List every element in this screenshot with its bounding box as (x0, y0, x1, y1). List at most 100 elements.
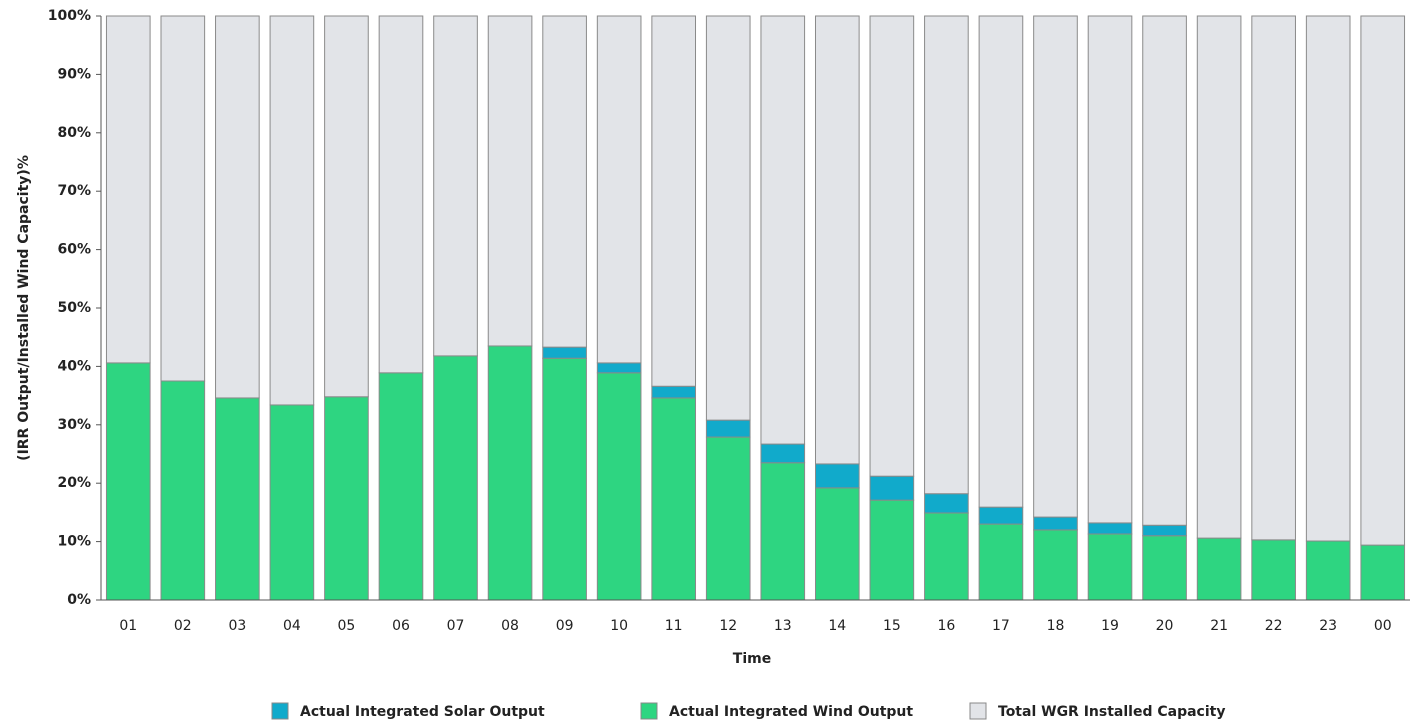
x-tick-label: 06 (392, 618, 410, 634)
bar-segment (542, 346, 587, 359)
bar-segment (1033, 516, 1078, 531)
y-tick-label: 10% (57, 534, 91, 550)
y-tick-label: 100% (48, 8, 91, 24)
bar-segment (814, 487, 860, 601)
x-tick-label: 21 (1210, 618, 1228, 634)
y-tick-label: 90% (57, 66, 91, 82)
bar-segment (651, 397, 697, 601)
x-tick-label: 15 (883, 618, 901, 634)
bar-segment (1142, 15, 1187, 526)
x-tick-label: 17 (992, 618, 1010, 634)
bar-segment (324, 15, 369, 398)
bar-segment (160, 380, 206, 601)
bar-segment (1087, 15, 1133, 524)
bar-segment (1196, 537, 1242, 601)
bar-segment (814, 463, 860, 489)
x-tick-label: 08 (501, 618, 519, 634)
y-tick-label: 60% (57, 242, 91, 258)
bar-segment (1251, 15, 1296, 541)
x-tick-label: 12 (719, 618, 737, 634)
bar-segment (705, 15, 751, 421)
bar-segment (1251, 539, 1296, 601)
bar-segment (324, 396, 369, 601)
x-tick-label: 23 (1319, 618, 1337, 634)
bar-segment (924, 15, 969, 495)
x-tick-label: 19 (1101, 618, 1119, 634)
bar-segment (433, 355, 478, 601)
bar-segment (705, 419, 751, 438)
bar-segment (215, 15, 260, 399)
legend-label: Actual Integrated Wind Output (669, 704, 913, 720)
legend-swatch (640, 702, 658, 720)
bar-segment (978, 15, 1024, 508)
x-axis-label: Time (733, 651, 771, 667)
x-tick-label: 05 (338, 618, 356, 634)
bar-segment (651, 15, 697, 387)
x-tick-label: 03 (228, 618, 246, 634)
x-tick-label: 00 (1374, 618, 1392, 634)
legend-swatch (271, 702, 289, 720)
bar-segment (1360, 544, 1406, 601)
bar-segment (1360, 15, 1406, 546)
x-tick-label: 09 (556, 618, 574, 634)
bar-segment (1033, 529, 1078, 601)
y-axis-label: (IRR Output/Installed Wind Capacity)% (16, 155, 32, 461)
x-tick-label: 18 (1047, 618, 1065, 634)
bar-segment (269, 15, 315, 406)
x-tick-label: 07 (447, 618, 465, 634)
bar-segment (869, 15, 915, 477)
bar-segment (1305, 540, 1351, 601)
bar-segment (1087, 533, 1133, 601)
bar-segment (760, 462, 806, 601)
y-tick-label: 40% (57, 358, 91, 374)
legend-label: Total WGR Installed Capacity (998, 704, 1225, 720)
bar-segment (760, 15, 806, 445)
legend-label: Actual Integrated Solar Output (300, 704, 545, 720)
bar-segment (105, 15, 151, 364)
x-tick-label: 20 (1156, 618, 1174, 634)
x-tick-label: 10 (610, 618, 628, 634)
y-tick-label: 50% (57, 300, 91, 316)
bar-segment (978, 523, 1024, 601)
y-tick-label: 30% (57, 417, 91, 433)
bar-segment (105, 362, 151, 601)
bar-segment (1142, 535, 1187, 601)
bar-segment (869, 499, 915, 601)
x-tick-label: 14 (828, 618, 846, 634)
x-tick-label: 13 (774, 618, 792, 634)
bar-segment (269, 404, 315, 601)
y-tick-label: 20% (57, 475, 91, 491)
x-tick-label: 02 (174, 618, 192, 634)
bar-segment (814, 15, 860, 465)
y-tick-label: 0% (67, 592, 91, 608)
legend-swatch (969, 702, 987, 720)
bar-segment (1142, 524, 1187, 537)
bar-segment (487, 15, 533, 347)
bar-segment (596, 15, 642, 364)
bar-segment (924, 493, 969, 514)
x-tick-label: 22 (1265, 618, 1283, 634)
bar-segment (542, 357, 587, 601)
bar-segment (1305, 15, 1351, 542)
bar-segment (487, 345, 533, 601)
bar-segment (542, 15, 587, 348)
bar-segment (760, 443, 806, 464)
bar-segment (1087, 522, 1133, 535)
bar-segment (1033, 15, 1078, 518)
y-tick-label: 70% (57, 183, 91, 199)
x-tick-label: 11 (665, 618, 683, 634)
y-tick-label: 80% (57, 125, 91, 141)
bar-segment (978, 506, 1024, 525)
bar-segment (160, 15, 206, 382)
bar-segment (378, 372, 424, 601)
x-tick-label: 16 (937, 618, 955, 634)
x-tick-label: 01 (119, 618, 137, 634)
bar-segment (596, 362, 642, 374)
bar-segment (1196, 15, 1242, 539)
bar-segment (596, 372, 642, 601)
bar-segment (378, 15, 424, 374)
bar-segment (869, 475, 915, 501)
bar-segment (433, 15, 478, 357)
bar-segment (215, 397, 260, 601)
